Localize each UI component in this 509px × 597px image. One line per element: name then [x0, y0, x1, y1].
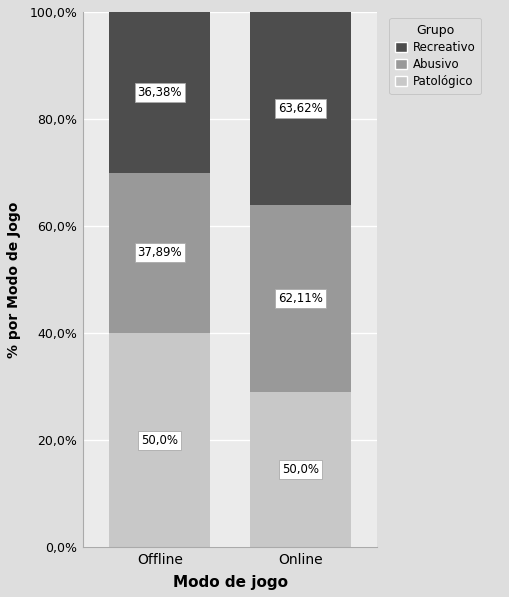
- Bar: [109, 173, 210, 333]
- Text: 62,11%: 62,11%: [277, 292, 322, 305]
- X-axis label: Modo de jogo: Modo de jogo: [172, 575, 287, 590]
- Bar: [249, 12, 350, 205]
- Text: 50,0%: 50,0%: [141, 433, 178, 447]
- Y-axis label: % por Modo de Jogo: % por Modo de Jogo: [7, 201, 21, 358]
- Bar: [109, 12, 210, 173]
- Bar: [249, 205, 350, 392]
- Text: 63,62%: 63,62%: [277, 101, 322, 115]
- Text: 36,38%: 36,38%: [137, 86, 182, 99]
- Text: 37,89%: 37,89%: [137, 247, 182, 259]
- Bar: [249, 392, 350, 547]
- Bar: [109, 333, 210, 547]
- Text: 50,0%: 50,0%: [281, 463, 318, 476]
- Legend: Recreativo, Abusivo, Patológico: Recreativo, Abusivo, Patológico: [388, 18, 480, 94]
